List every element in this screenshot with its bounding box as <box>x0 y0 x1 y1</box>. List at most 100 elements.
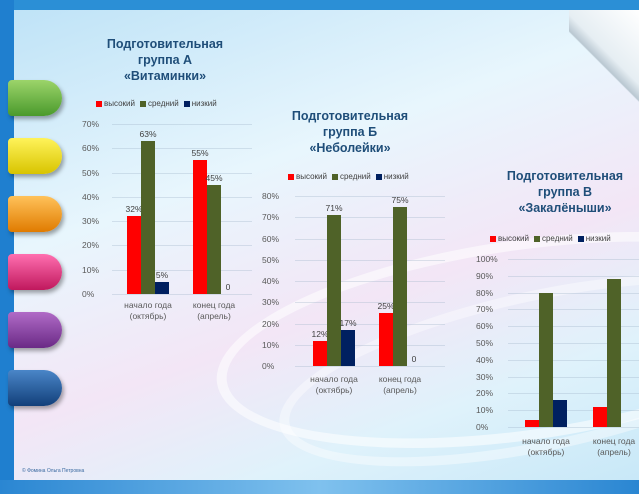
gridline <box>295 217 445 219</box>
bar-высокий <box>379 312 393 366</box>
legend-swatch <box>375 173 382 180</box>
legend-item: высокий <box>288 172 327 181</box>
y-tick-label: 50% <box>262 254 280 265</box>
chart-title-line: группа Б <box>322 125 378 139</box>
y-tick-label: 40% <box>476 354 494 365</box>
gridline <box>112 148 252 150</box>
legend-swatch <box>533 235 540 242</box>
gridline <box>112 221 252 223</box>
legend-item: низкий <box>183 99 217 108</box>
data-label: 12% <box>311 328 329 339</box>
y-tick-label: 0% <box>82 289 95 299</box>
data-label: 0 <box>225 282 231 292</box>
data-label: 32% <box>125 204 143 215</box>
gridline <box>508 292 639 294</box>
legend-swatch <box>139 100 146 107</box>
y-tick-label: 30% <box>82 216 100 227</box>
purple-tab-decoration <box>8 312 62 348</box>
blue-tab-decoration <box>8 370 62 406</box>
data-label: 17% <box>339 317 357 328</box>
y-tick-label: 50% <box>82 167 100 178</box>
y-tick-label: 10% <box>82 264 100 275</box>
x-tick-label: конец года (апрель) <box>179 300 249 322</box>
x-tick-line: начало года <box>310 374 358 384</box>
y-tick-label: 30% <box>262 297 280 308</box>
gridline <box>295 366 445 367</box>
slide-frame-left <box>0 0 14 494</box>
gridline <box>508 259 639 260</box>
gridline <box>508 326 639 328</box>
yellow-tab-decoration <box>8 138 62 174</box>
gridline <box>295 238 445 240</box>
data-label: 71% <box>325 203 343 214</box>
legend-swatch <box>490 235 496 242</box>
gridline <box>112 245 252 247</box>
slide-background <box>14 10 639 480</box>
footer-note: © Фомина Ольга Петровна <box>22 468 85 474</box>
y-tick-label: 90% <box>476 270 494 281</box>
legend-item: высокий <box>490 234 529 243</box>
legend-item: высокий <box>96 99 135 108</box>
gridline <box>508 427 639 428</box>
y-tick-label: 10% <box>262 339 280 350</box>
x-tick-line: (апрель) <box>197 311 231 321</box>
y-tick-label: 0% <box>476 422 489 432</box>
gridline <box>508 359 639 361</box>
y-tick-label: 0% <box>262 361 275 371</box>
bar-низкий <box>155 281 169 294</box>
legend-item: низкий <box>577 234 611 243</box>
x-tick-line: (октябрь) <box>129 311 167 321</box>
y-tick-label: 20% <box>476 388 494 399</box>
gridline <box>112 124 252 125</box>
chart-title-line: «Витаминки» <box>123 69 207 83</box>
pink-tab-decoration <box>8 254 62 290</box>
x-tick-label: начало года (октябрь) <box>511 436 581 458</box>
legend-swatch <box>96 100 102 107</box>
legend-swatch <box>331 173 338 180</box>
data-label: 5% <box>155 269 169 280</box>
x-tick-line: конец года <box>192 300 236 310</box>
gridline <box>508 309 639 311</box>
y-tick-label: 60% <box>476 321 494 332</box>
bar-средний <box>141 141 155 294</box>
chart-title-line: «Закалёныши» <box>518 201 612 215</box>
gridline <box>295 281 445 282</box>
chart-legend: высокий средний низкий <box>96 99 222 108</box>
bar-низкий <box>341 329 355 366</box>
y-tick-label: 20% <box>82 240 100 251</box>
legend-label: высокий <box>104 99 135 108</box>
chart-title-line: Подготовительная <box>106 37 224 51</box>
x-tick-line: (апрель) <box>597 447 631 457</box>
chart-legend: высокий средний низкий <box>490 234 616 243</box>
legend-label: низкий <box>383 172 409 181</box>
bar-высокий <box>593 406 607 427</box>
y-tick-label: 50% <box>476 338 494 348</box>
chart-title: Подготовительная группа А «Витаминки» <box>90 36 240 84</box>
x-tick-line: конец года <box>592 436 636 446</box>
y-tick-label: 100% <box>476 254 498 264</box>
chart-title: Подготовительная группа В «Закалёныши» <box>480 168 639 216</box>
x-tick-line: начало года <box>124 300 172 310</box>
data-label: 25% <box>377 300 395 311</box>
bar-высокий <box>127 216 141 294</box>
bar-высокий <box>525 420 539 427</box>
legend-label: низкий <box>191 99 217 108</box>
x-tick-line: (октябрь) <box>315 385 353 395</box>
slide-frame-bottom <box>0 480 639 494</box>
legend-item: средний <box>139 99 179 108</box>
legend-label: средний <box>339 172 371 181</box>
gridline <box>295 259 445 261</box>
legend-item: средний <box>533 234 573 243</box>
y-tick-label: 40% <box>82 191 100 202</box>
x-tick-label: начало года (октябрь) <box>113 300 183 322</box>
data-label: 55% <box>191 148 209 159</box>
chart-title-line: группа В <box>537 185 593 199</box>
y-tick-label: 70% <box>476 304 494 315</box>
legend-item: низкий <box>375 172 409 181</box>
x-tick-label: начало года (октябрь) <box>299 374 369 396</box>
legend-label: высокий <box>296 172 327 181</box>
gridline <box>295 323 445 325</box>
page-curl-decoration <box>569 10 639 105</box>
legend-swatch <box>577 235 584 242</box>
gridline <box>295 344 445 346</box>
